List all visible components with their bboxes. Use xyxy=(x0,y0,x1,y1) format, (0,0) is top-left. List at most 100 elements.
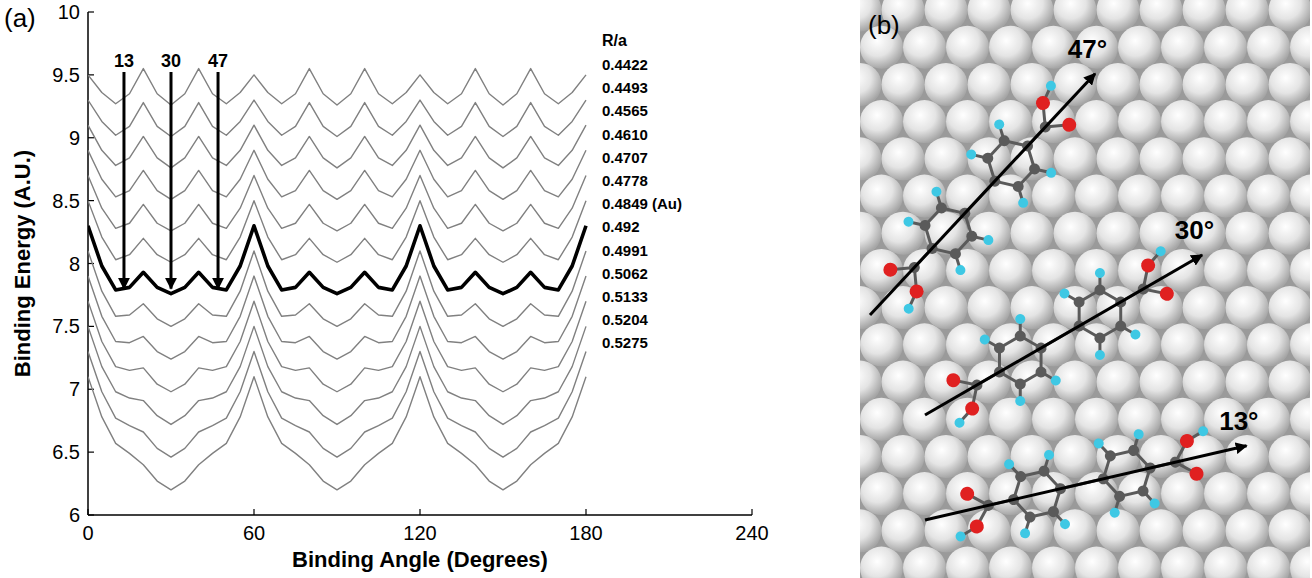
legend-entry: 0.4778 xyxy=(602,172,648,189)
gold-atom xyxy=(903,100,946,143)
legend-entry: 0.5204 xyxy=(602,311,649,328)
carbon-atom xyxy=(964,229,980,245)
hydrogen-atom xyxy=(1049,374,1063,388)
carbon-atom xyxy=(1072,294,1087,309)
gold-atom xyxy=(860,472,903,515)
gold-atom xyxy=(860,175,903,218)
gold-atom xyxy=(925,286,968,329)
panel-letter: (a) xyxy=(4,3,36,33)
legend-entry: 0.4991 xyxy=(602,242,648,259)
gold-atom xyxy=(1247,100,1290,143)
gold-atom xyxy=(925,435,968,478)
gold-atom xyxy=(1204,547,1247,578)
gold-atom xyxy=(1183,361,1226,404)
series-line xyxy=(88,326,586,424)
gold-atom xyxy=(1226,212,1269,255)
series-line xyxy=(88,352,586,458)
gold-atom xyxy=(882,435,925,478)
hydrogen-atom xyxy=(964,147,978,161)
hydrogen-atom xyxy=(901,215,915,229)
gold-atom xyxy=(1097,137,1140,180)
y-tick-label: 10 xyxy=(58,1,80,23)
y-tick xyxy=(88,452,94,453)
gold-atom xyxy=(1269,286,1311,329)
legend-title: R/a xyxy=(602,32,627,49)
y-tick-label: 8.5 xyxy=(52,190,80,212)
carbon-atom xyxy=(1037,465,1050,478)
hydrogen-atom xyxy=(1003,458,1015,470)
carbon-atom xyxy=(1013,376,1028,391)
hydrogen-atom xyxy=(978,333,992,347)
gold-atom xyxy=(989,398,1032,441)
hydrogen-atom xyxy=(992,117,1006,131)
x-tick xyxy=(585,509,586,515)
hydrogen-atom xyxy=(1093,437,1105,449)
gold-atom xyxy=(1032,398,1075,441)
annotation-label: 30 xyxy=(161,51,181,71)
hydrogen-atom xyxy=(1059,518,1071,530)
hydrogen-atom xyxy=(1019,527,1031,539)
hydrogen-atom xyxy=(1044,166,1058,180)
hydrogen-atom xyxy=(1133,428,1145,440)
gold-atom xyxy=(1075,547,1118,578)
gold-atom xyxy=(1032,323,1075,366)
series-line xyxy=(88,377,586,490)
series-line xyxy=(88,301,586,392)
carbon-atom xyxy=(1127,444,1140,457)
hydrogen-atom xyxy=(1044,79,1058,93)
carbon-atom xyxy=(1014,470,1027,483)
gold-atom xyxy=(1247,323,1290,366)
carbon-atom xyxy=(948,246,964,262)
gold-atom xyxy=(1161,398,1204,441)
annotation-arrow xyxy=(217,72,220,289)
gold-atom xyxy=(882,361,925,404)
panel-b: 47°30°13°(b) xyxy=(796,0,1312,578)
gold-atom xyxy=(1140,137,1183,180)
gold-atom xyxy=(882,509,925,552)
gold-atom xyxy=(968,435,1011,478)
y-tick xyxy=(88,11,94,12)
gold-atom xyxy=(946,547,989,578)
hydrogen-atom xyxy=(1058,287,1072,301)
gold-atom xyxy=(1290,249,1310,292)
gold-atom xyxy=(1140,361,1183,404)
gold-atom xyxy=(1204,100,1247,143)
hydrogen-atom xyxy=(902,302,916,316)
oxygen-atom xyxy=(1179,433,1196,450)
gold-atom xyxy=(1054,137,1097,180)
gold-atom xyxy=(1118,100,1161,143)
carbon-atom xyxy=(1034,364,1049,379)
gold-atom xyxy=(1183,63,1226,106)
legend-entry: 0.4707 xyxy=(602,149,648,166)
annotation-arrow xyxy=(122,72,125,289)
gold-atom xyxy=(1118,175,1161,218)
hydrogen-atom xyxy=(955,530,967,542)
gold-atom xyxy=(1269,137,1311,180)
gold-atom xyxy=(1204,175,1247,218)
gold-atom xyxy=(1075,100,1118,143)
carbon-atom xyxy=(1113,490,1126,503)
gold-atom xyxy=(1118,472,1161,515)
molecules xyxy=(858,71,1222,554)
y-tick-label: 9.5 xyxy=(52,64,80,86)
oxygen-atom xyxy=(1059,115,1079,135)
gold-atom xyxy=(1011,361,1054,404)
x-tick-label: 180 xyxy=(569,522,602,544)
series-line xyxy=(88,69,586,105)
gold-atom xyxy=(903,26,946,69)
hydrogen-atom xyxy=(1093,266,1107,280)
gold-atom xyxy=(989,100,1032,143)
hydrogen-atom xyxy=(1043,449,1055,461)
carbon-atom xyxy=(1027,161,1043,177)
gold-atom xyxy=(903,547,946,578)
gold-atom xyxy=(882,63,925,106)
gold-atom xyxy=(1161,100,1204,143)
gold-atom xyxy=(1011,286,1054,329)
y-tick xyxy=(88,326,94,327)
gold-atom xyxy=(903,398,946,441)
series-line xyxy=(88,125,586,168)
y-tick-label: 8 xyxy=(69,253,80,275)
oxygen-atom xyxy=(880,260,900,280)
oxygen-atom xyxy=(1033,93,1053,113)
gold-atom xyxy=(1247,472,1290,515)
